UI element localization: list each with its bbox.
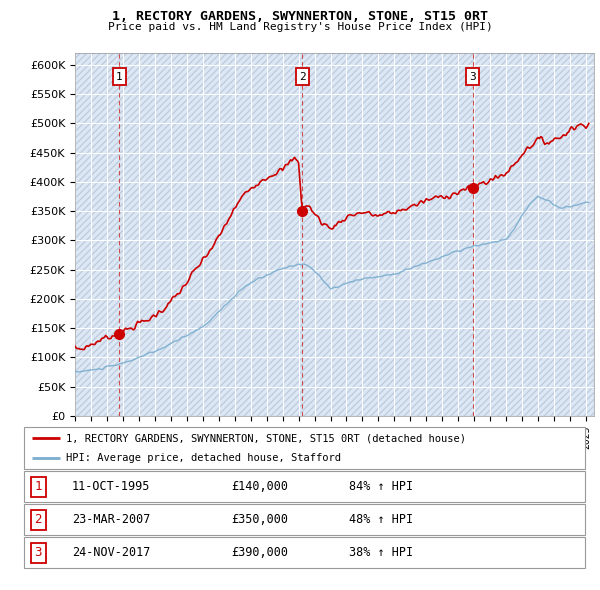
- Text: 11-OCT-1995: 11-OCT-1995: [71, 480, 150, 493]
- Text: 1: 1: [116, 72, 123, 81]
- Text: 1: 1: [34, 480, 42, 493]
- Text: 84% ↑ HPI: 84% ↑ HPI: [349, 480, 413, 493]
- Text: HPI: Average price, detached house, Stafford: HPI: Average price, detached house, Staf…: [66, 453, 341, 463]
- Text: 24-NOV-2017: 24-NOV-2017: [71, 546, 150, 559]
- Text: 3: 3: [469, 72, 476, 81]
- Text: 3: 3: [34, 546, 42, 559]
- Text: £350,000: £350,000: [232, 513, 289, 526]
- Text: 38% ↑ HPI: 38% ↑ HPI: [349, 546, 413, 559]
- Text: 1, RECTORY GARDENS, SWYNNERTON, STONE, ST15 0RT (detached house): 1, RECTORY GARDENS, SWYNNERTON, STONE, S…: [66, 433, 466, 443]
- Text: £390,000: £390,000: [232, 546, 289, 559]
- Text: 2: 2: [34, 513, 42, 526]
- Text: 1, RECTORY GARDENS, SWYNNERTON, STONE, ST15 0RT: 1, RECTORY GARDENS, SWYNNERTON, STONE, S…: [112, 10, 488, 23]
- Text: 48% ↑ HPI: 48% ↑ HPI: [349, 513, 413, 526]
- Text: £140,000: £140,000: [232, 480, 289, 493]
- Text: Price paid vs. HM Land Registry's House Price Index (HPI): Price paid vs. HM Land Registry's House …: [107, 22, 493, 32]
- Bar: [75, 53, 594, 416]
- Text: 2: 2: [299, 72, 305, 81]
- Text: 23-MAR-2007: 23-MAR-2007: [71, 513, 150, 526]
